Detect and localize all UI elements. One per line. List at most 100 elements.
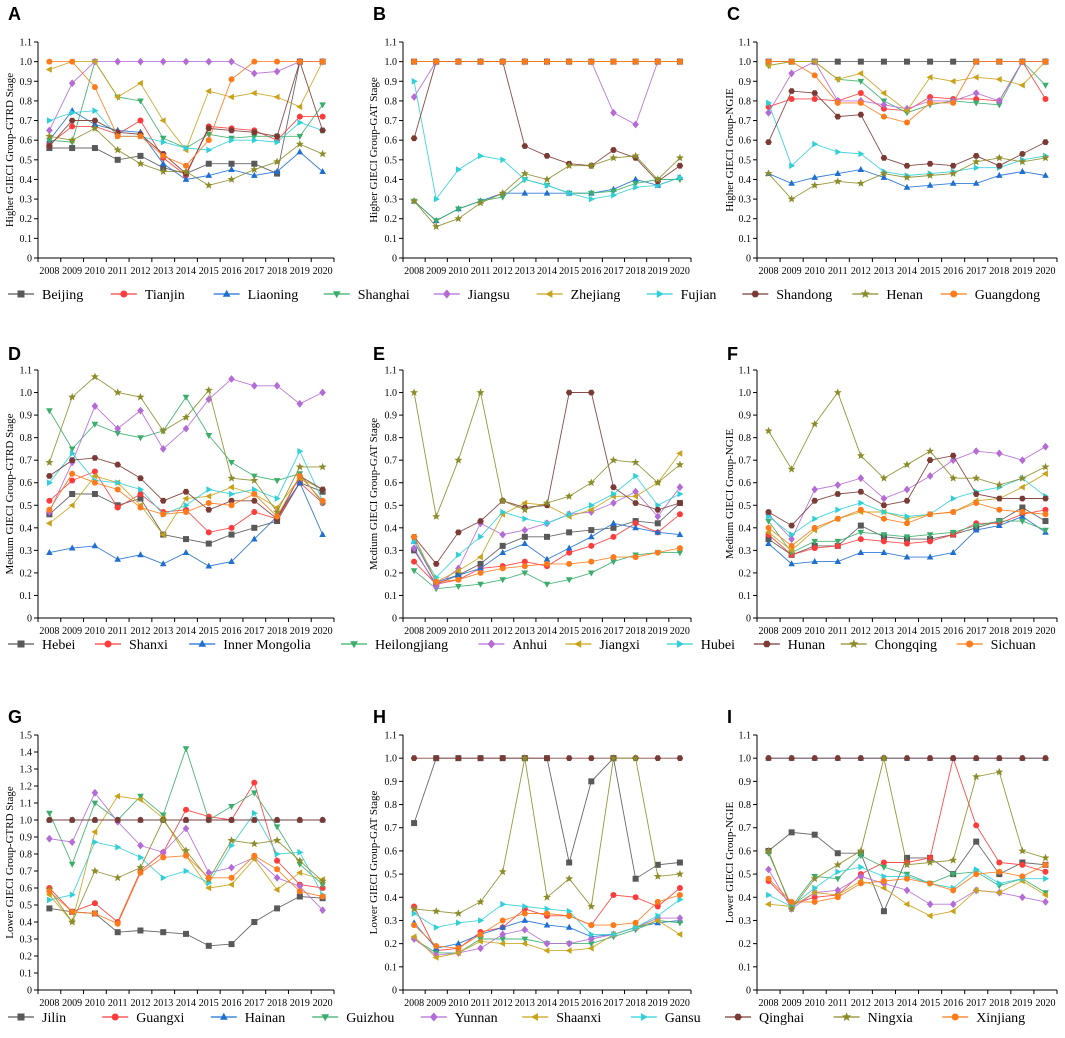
data-point xyxy=(297,849,304,856)
data-point xyxy=(520,505,529,514)
y-tick-label: 0.5 xyxy=(739,155,752,166)
data-point xyxy=(949,907,956,915)
legend-marker xyxy=(430,1012,438,1022)
y-tick-label: 1.1 xyxy=(739,731,752,742)
legend-marker xyxy=(574,640,582,648)
data-point xyxy=(251,535,258,542)
x-tick-label: 2013 xyxy=(515,266,535,277)
data-point xyxy=(91,491,98,497)
y-tick-label: 0 xyxy=(746,614,751,625)
data-point xyxy=(1019,151,1026,157)
data-point xyxy=(543,498,551,507)
data-point xyxy=(46,58,53,65)
data-point xyxy=(47,479,53,486)
y-tick-label: 1.4 xyxy=(20,748,33,759)
data-point xyxy=(273,168,281,174)
data-point xyxy=(765,875,772,882)
x-tick-label: 2020 xyxy=(670,626,690,637)
data-point xyxy=(499,936,506,943)
series-line xyxy=(768,60,1046,112)
data-point xyxy=(587,945,594,952)
data-point xyxy=(566,529,573,536)
data-point xyxy=(296,148,304,155)
data-point xyxy=(812,140,819,148)
y-tick-label: 0.7 xyxy=(385,456,398,467)
data-point xyxy=(949,78,956,85)
data-point xyxy=(229,842,236,849)
data-point xyxy=(46,473,53,479)
data-point xyxy=(227,175,236,183)
data-point xyxy=(183,536,189,543)
y-tick-label: 0.9 xyxy=(385,411,398,422)
x-tick-label: 2018 xyxy=(626,266,646,277)
data-point xyxy=(499,194,506,201)
y-tick-label: 0.5 xyxy=(385,870,398,881)
data-point xyxy=(857,853,865,860)
data-point xyxy=(676,483,684,492)
data-point xyxy=(46,817,53,823)
data-point xyxy=(160,152,167,159)
data-point xyxy=(521,936,529,943)
x-tick-label: 2016 xyxy=(943,998,963,1009)
data-point xyxy=(764,846,773,855)
data-point xyxy=(834,850,841,857)
data-point xyxy=(927,511,934,518)
data-point xyxy=(91,117,99,124)
data-point xyxy=(433,58,440,65)
data-point xyxy=(499,755,506,761)
data-point xyxy=(433,924,440,931)
data-point xyxy=(432,512,441,520)
data-point xyxy=(251,58,258,65)
x-tick-label: 2014 xyxy=(176,266,196,277)
data-point xyxy=(455,576,462,583)
data-point xyxy=(46,888,53,895)
x-tick-label: 2010 xyxy=(448,266,468,277)
data-point xyxy=(1043,875,1050,882)
data-point xyxy=(183,144,190,152)
data-point xyxy=(182,846,190,854)
y-tick-label: 0.2 xyxy=(20,952,33,963)
y-tick-label: 1.0 xyxy=(385,57,398,68)
x-tick-label: 2019 xyxy=(1012,626,1032,637)
legend-item: Zhejiang xyxy=(536,288,620,303)
y-tick-label: 0.2 xyxy=(385,939,398,950)
data-point xyxy=(411,922,418,929)
data-point xyxy=(995,767,1004,776)
y-tick-label: 1.0 xyxy=(739,57,752,68)
x-tick-label: 2012 xyxy=(493,998,513,1009)
data-point xyxy=(454,214,463,223)
data-point xyxy=(904,520,910,527)
panel-letter: B xyxy=(373,4,386,24)
data-point xyxy=(610,108,617,117)
y-tick-label: 0.5 xyxy=(20,155,33,166)
x-tick-label: 2012 xyxy=(851,266,871,277)
data-point xyxy=(677,174,684,181)
data-point xyxy=(68,861,76,868)
legend-label: Yunnan xyxy=(455,1011,498,1026)
y-tick-label: 0.6 xyxy=(20,478,33,489)
x-tick-label: 2009 xyxy=(62,626,82,637)
data-point xyxy=(926,900,934,909)
y-tick-label: 1.5 xyxy=(20,731,33,742)
x-tick-label: 2010 xyxy=(805,626,825,637)
y-tick-label: 0.3 xyxy=(385,195,398,206)
data-point xyxy=(69,891,76,899)
y-tick-label: 0.2 xyxy=(739,568,752,579)
data-point xyxy=(68,457,76,463)
y-tick-label: 0.9 xyxy=(20,77,33,88)
data-point xyxy=(996,859,1003,866)
data-point xyxy=(455,571,462,578)
x-tick-label: 2019 xyxy=(1012,998,1032,1009)
y-tick-label: 1.0 xyxy=(739,388,752,399)
y-tick-label: 0.8 xyxy=(739,800,752,811)
series-line xyxy=(413,390,681,519)
data-point xyxy=(834,538,842,545)
data-point xyxy=(228,804,235,810)
data-point xyxy=(182,549,190,555)
data-point xyxy=(273,381,281,390)
data-point xyxy=(91,468,98,475)
data-point xyxy=(1041,470,1048,477)
y-tick-label: 0.4 xyxy=(20,175,33,186)
